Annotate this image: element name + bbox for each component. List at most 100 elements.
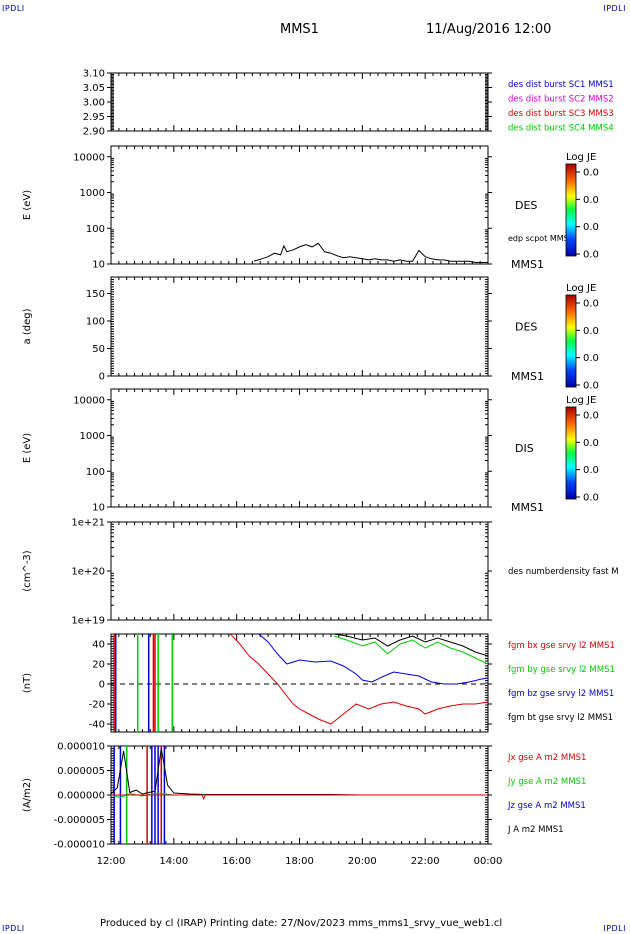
datetime-title: 11/Aug/2016 12:00 [426,22,552,37]
side-label: DES [515,321,537,334]
legend-entry: fgm bz gse srvy l2 MMS1 [508,689,614,699]
colorbar-gradient [565,406,577,500]
y-tick-label: 1e+20 [71,567,105,578]
y-tick-label: 3.00 [83,98,105,109]
colorbar-value: 0.0 [583,465,599,476]
y-tick-label: 1e+19 [71,616,105,627]
footer-credits: Produced by cl (IRAP) Printing date: 27/… [100,918,503,929]
legend-entry: fgm bx gse srvy l2 MMS1 [508,641,615,651]
colorbar-value: 0.0 [583,299,599,310]
y-tick-label: 20 [92,660,105,671]
colorbar-value: 0.0 [583,195,599,206]
legend-entry: J A m2 MMS1 [507,825,564,835]
y-tick-label: 1e+21 [71,518,105,529]
y-tick-label: 100 [86,467,105,478]
y-tick-label: 0.000005 [57,766,105,777]
y-axis-label: a (deg) [22,308,33,344]
y-tick-label: 10000 [73,152,105,163]
side-label: MMS1 [511,258,544,271]
y-tick-label: -40 [89,720,105,731]
panel-data [113,634,488,732]
y-tick-label: 10000 [73,395,105,406]
y-tick-label: 3.10 [83,69,105,80]
time-tick-label: 18:00 [285,856,314,867]
colorbar-value: 0.0 [583,381,599,392]
panel-data [111,746,488,844]
panel-6: 40 20 0 -20 -40 (nT) fgm bx gse srvy l2 MMS1 fg… [22,633,615,733]
y-tick-label: 50 [92,344,105,355]
y-tick-label: 2.95 [83,112,105,123]
series-line [111,794,488,801]
legend-entry: Jy gse A m2 MMS1 [507,777,586,787]
y-tick-label: 2.90 [83,127,105,138]
colorbar-gradient [565,163,577,257]
colorbar-gradient [565,294,577,388]
legend-entry: des dist burst SC3 MMS3 [508,109,614,119]
header-right-corner: IPDLI [603,4,626,13]
legend-entry: des dist burst SC1 MMS1 [508,80,614,90]
panel-1: 3.10 3.05 3.00 2.95 2.90 des dist burst SC1 M… [83,69,614,138]
y-tick-label: -20 [89,700,105,711]
panel-4: 10000 1000 100 10 E (eV) DIS MMS1 [22,388,544,514]
y-axis-label: (nT) [22,673,33,693]
legend-entry: fgm bt gse srvy l2 MMS1 [508,713,613,723]
time-tick-label: 14:00 [159,856,188,867]
side-label: MMS1 [511,370,544,383]
y-tick-label: 1000 [80,431,105,442]
side-label: edp scpot MMS1 [508,234,574,243]
time-tick-label: 16:00 [222,856,251,867]
colorbar-value: 0.0 [583,250,599,261]
side-label: DIS [515,442,534,455]
y-tick-label: 0.000000 [57,791,105,802]
panel-frame [110,72,489,132]
panel-frame [110,633,489,733]
series-line [258,634,488,685]
y-tick-label: 100 [86,224,105,235]
y-axis-label: (A/m2) [22,778,33,812]
series-line [230,634,488,725]
y-tick-label: 0 [99,680,105,691]
legend-entry: des dist burst SC4 MMS4 [508,124,614,134]
y-tick-label: 40 [92,640,105,651]
colorbar-title: Log JE [566,152,596,163]
legend-entry: fgm by gse srvy l2 MMS1 [508,665,615,675]
panel-3: 150 100 50 0 a (deg) DES MMS1 [22,276,544,383]
colorbar-1: Log JE 0.0 0.0 0.0 0.0 [565,152,599,261]
y-tick-label: -0.000005 [54,815,105,826]
y-tick-label: 0.000010 [57,742,105,753]
series-line [253,242,488,263]
y-axis-label: E (eV) [22,433,33,463]
colorbar-2: Log JE 0.0 0.0 0.0 0.0 [565,283,599,392]
time-tick-label: 22:00 [411,856,440,867]
colorbar-value: 0.0 [583,222,599,233]
y-tick-label: 10 [92,503,105,514]
colorbar-value: 0.0 [583,353,599,364]
colorbar-value: 0.0 [583,493,599,504]
y-tick-label: 10 [92,260,105,271]
panel-data [253,242,488,263]
colorbar-value: 0.0 [583,168,599,179]
footer-right-corner: IPDLI [603,924,626,933]
y-tick-label: 3.05 [83,83,105,94]
series-line [334,634,488,657]
panel-7: 0.000010 0.000005 0.000000 -0.000005 -0.0000… [22,742,586,851]
legend-entry: des dist burst SC2 MMS2 [508,95,614,105]
y-tick-label: 1000 [80,188,105,199]
series-line [333,635,488,665]
spacecraft-title: MMS1 [280,22,319,37]
colorbar-value: 0.0 [583,411,599,422]
colorbar-title: Log JE [566,283,596,294]
y-axis-label: E (eV) [22,190,33,220]
legend-entry: Jz gse A m2 MMS1 [507,801,586,811]
colorbar-3: Log JE 0.0 0.0 0.0 0.0 [565,395,599,504]
y-tick-label: -0.000010 [54,840,105,851]
time-tick-label: 20:00 [348,856,377,867]
legend-entry: des numberdensity fast M [508,567,619,577]
panel-frame [110,145,489,265]
y-tick-label: 0 [99,372,105,383]
series-line [111,748,488,796]
y-axis-label: (cm^-3) [22,550,33,591]
panel-5: 1e+21 1e+20 1e+19 (cm^-3) des numberdensity … [22,518,619,627]
header-left-corner: IPDLI [2,4,25,13]
